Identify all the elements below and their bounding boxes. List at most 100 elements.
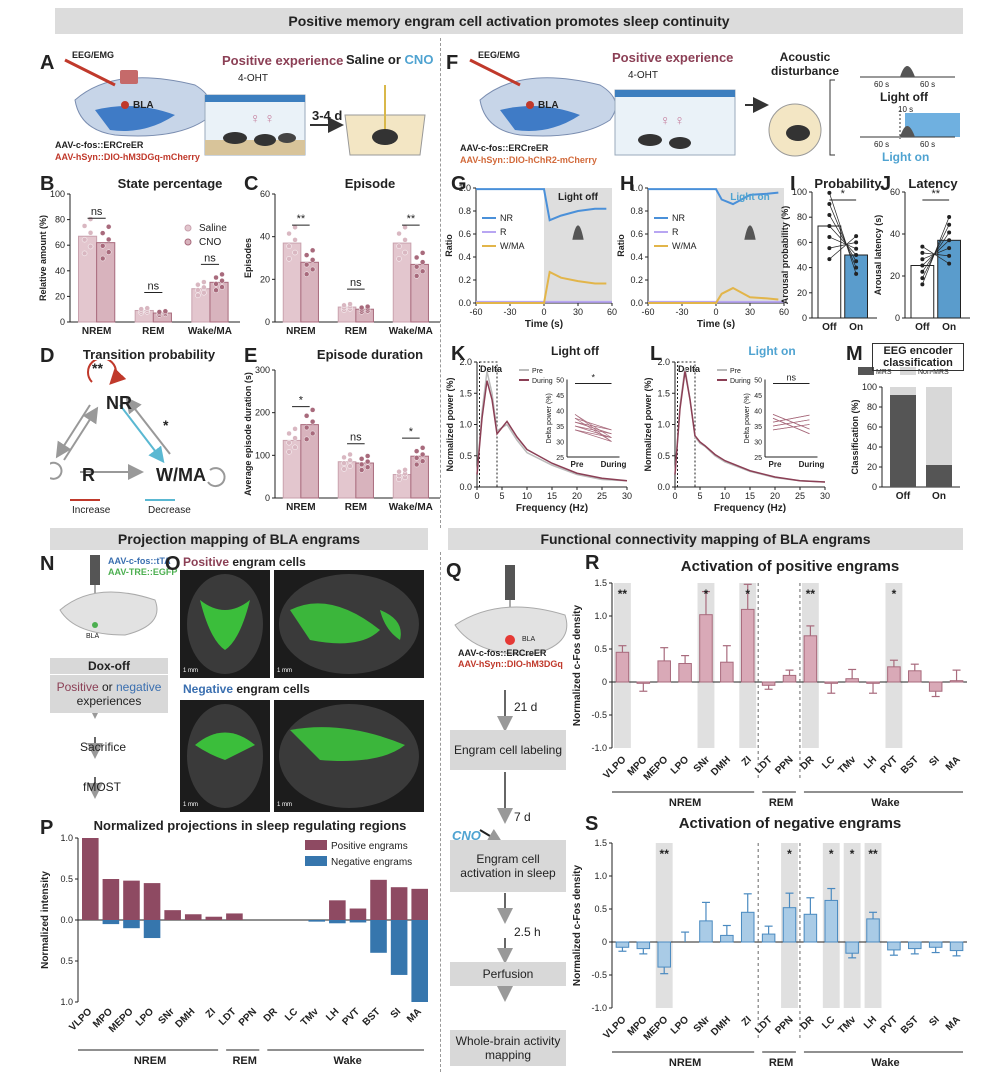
y-tick-label: 80 [797, 212, 807, 222]
bar [282, 242, 302, 323]
panel-title: Latency [908, 176, 958, 191]
data-point [854, 271, 859, 276]
x-tick-label: MA [944, 1014, 963, 1033]
x-tick-label: 25 [597, 491, 607, 501]
data-point [854, 259, 859, 264]
x-tick-label: 5 [697, 491, 702, 501]
x-tick-label: NREM [286, 502, 315, 513]
group-label: NREM [669, 1057, 701, 1069]
data-point [201, 279, 207, 285]
sig-label: ** [660, 847, 670, 861]
x-tick-label: LPO [669, 754, 691, 776]
x-tick-label: ZI [740, 1014, 754, 1028]
y-tick-label: 0.5 [459, 451, 472, 461]
stim-window [544, 188, 612, 303]
panel-label: H [620, 173, 635, 195]
y-axis-label: Ratio [444, 234, 454, 257]
mouse-icon [786, 125, 810, 141]
syringe-icon [64, 58, 116, 87]
data-point [413, 461, 420, 468]
y-axis-label: Normalized intensity [40, 871, 51, 969]
sig-label: ns [91, 206, 103, 218]
data-point [156, 309, 163, 315]
brain-region-icon [95, 106, 175, 131]
data-point [303, 424, 310, 431]
y-tick-label: 300 [255, 365, 270, 375]
y-axis-label: Average episode duration (s) [243, 372, 253, 496]
data-point [303, 252, 310, 258]
data-point [413, 455, 420, 461]
pair-line [829, 242, 857, 249]
panel-title: Light off [551, 344, 599, 358]
data-point [341, 454, 347, 461]
y-axis-label: Arousal latency (s) [873, 215, 883, 296]
x-tick-label: 10 [522, 491, 532, 501]
panel-label: D [40, 345, 55, 367]
x-tick-label: PPN [237, 1006, 259, 1028]
data-point [947, 230, 952, 235]
panel-n-flow [59, 555, 158, 799]
y-axis-label: Arousal probability (%) [780, 206, 790, 305]
sig-label: * [409, 426, 414, 438]
bar [866, 681, 880, 684]
pair-line [829, 203, 857, 268]
bar [824, 899, 839, 943]
data-point [358, 461, 365, 468]
bar-negative [349, 920, 367, 923]
panel-title: Episode [344, 176, 396, 191]
data-point [99, 243, 106, 249]
sig-label: ns [786, 373, 796, 383]
data-point [99, 255, 106, 262]
y-tick-label: 100 [792, 187, 807, 197]
inset-tick-label: 45 [556, 393, 564, 400]
group-label: REM [769, 797, 793, 809]
x-tick-label: 20 [770, 491, 780, 501]
legend-label: W/MA [672, 241, 697, 251]
x-tick-label: SI [927, 1014, 942, 1029]
y-tick-label: 0 [895, 313, 900, 323]
bar [761, 681, 776, 686]
data-point [144, 305, 150, 311]
data-point [947, 214, 952, 219]
pair-line [574, 429, 612, 442]
sig-label: ns [204, 252, 216, 264]
group-label: Wake [871, 1057, 899, 1069]
data-point [947, 253, 952, 258]
y-tick-label: 0.0 [630, 298, 643, 308]
data-point [162, 308, 169, 314]
pair-line [922, 247, 950, 260]
projection-banner: Projection mapping of BLA engrams [50, 528, 428, 550]
series-line [648, 188, 779, 206]
bar [844, 254, 868, 319]
dox-box: Dox-off [50, 658, 168, 674]
y-tick-label: 0 [60, 317, 65, 327]
bar-positive [370, 879, 387, 920]
inset-y-label: Delta power (%) [546, 393, 553, 443]
x-tick-label: -30 [503, 307, 516, 317]
bar-negative [329, 920, 346, 924]
x-tick-label: PVT [878, 1014, 900, 1036]
bar [392, 242, 412, 323]
pair-line [829, 192, 857, 275]
bar [926, 465, 952, 487]
y-axis-label: Ratio [616, 234, 626, 257]
y-tick-label: 80 [55, 215, 65, 225]
headstage-icon [120, 70, 138, 84]
panel-label: K [451, 343, 466, 365]
bla-dot-icon [121, 101, 129, 109]
x-tick-label: Wake/MA [389, 326, 433, 337]
y-tick-label: 60 [890, 187, 900, 197]
y-tick-label: 20 [867, 462, 877, 472]
sig-label: ** [931, 188, 940, 200]
data-point [402, 467, 408, 473]
y-tick-label: 60 [797, 237, 807, 247]
data-point [364, 464, 371, 470]
bar-negative [308, 920, 326, 922]
data-point [402, 249, 408, 256]
y-tick-label: 40 [867, 442, 877, 452]
inset-tick-label: 25 [556, 455, 564, 462]
brain-images [180, 570, 424, 812]
data-point [854, 240, 859, 245]
y-tick-label: 40 [55, 266, 65, 276]
